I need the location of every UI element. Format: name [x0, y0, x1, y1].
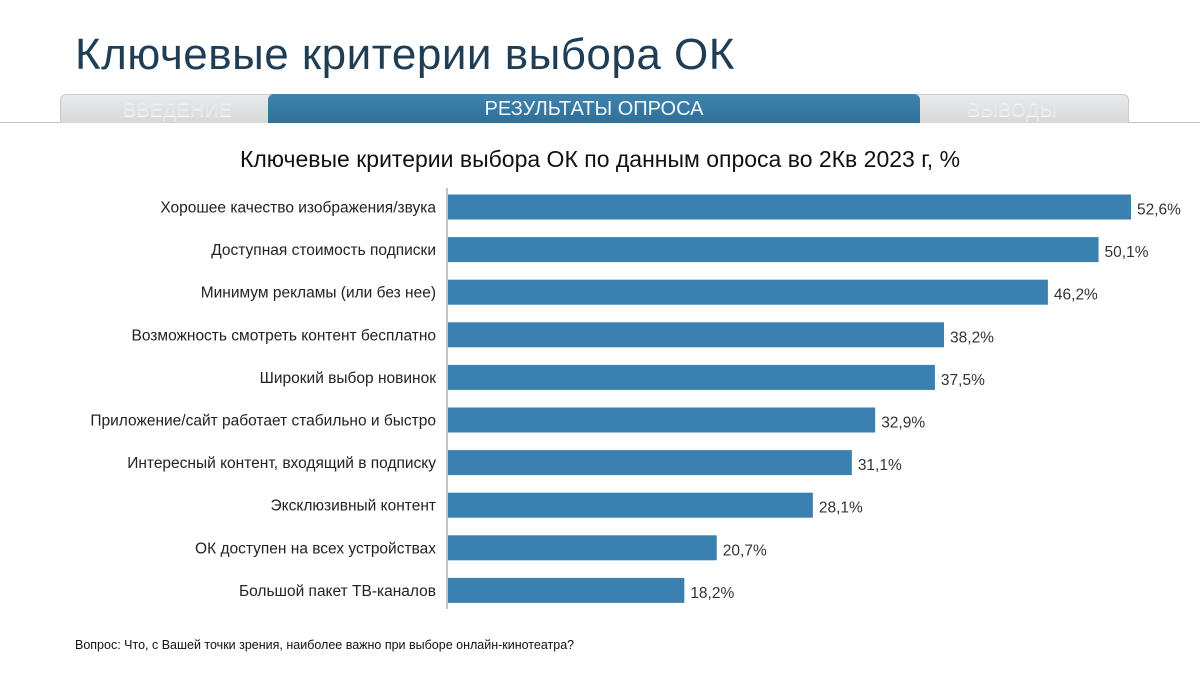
category-label: Хорошее качество изображения/звука [160, 200, 436, 217]
bar [448, 237, 1099, 263]
category-label: Возможность смотреть контент бесплатно [132, 327, 436, 344]
page-title: Ключевые критерии выбора ОК [75, 30, 735, 79]
value-label: 18,2% [690, 585, 734, 602]
category-label: Интересный контент, входящий в подписку [127, 455, 436, 472]
bar [448, 322, 945, 348]
value-label: 37,5% [941, 372, 985, 389]
value-label: 32,9% [881, 415, 925, 432]
value-label: 50,1% [1105, 244, 1149, 261]
category-label: Большой пакет ТВ-каналов [239, 583, 436, 600]
survey-question-footnote: Вопрос: Что, с Вашей точки зрения, наибо… [75, 638, 575, 652]
category-label: Широкий выбор новинок [260, 370, 437, 387]
tab-results[interactable]: РЕЗУЛЬТАТЫ ОПРОСА [268, 94, 920, 123]
value-label: 31,1% [858, 457, 902, 474]
value-label: 20,7% [723, 542, 767, 559]
category-label: Эксклюзивный контент [271, 498, 436, 515]
tab-intro[interactable]: ВВЕДЕНИЕ [60, 94, 295, 123]
bar [448, 535, 717, 561]
category-label: Доступная стоимость подписки [211, 242, 436, 259]
value-label: 46,2% [1054, 287, 1098, 304]
bar [448, 450, 852, 476]
bar [448, 194, 1131, 220]
bar [448, 492, 813, 518]
tab-conclusions[interactable]: ВЫВОДЫ [895, 94, 1129, 123]
bar [448, 364, 935, 390]
category-label: Приложение/сайт работает стабильно и быс… [90, 413, 436, 430]
bar [448, 577, 685, 603]
category-label: Минимум рекламы (или без нее) [201, 285, 436, 302]
bar [448, 279, 1048, 305]
value-label: 28,1% [819, 500, 863, 517]
value-label: 52,6% [1137, 202, 1181, 219]
category-label: ОК доступен на всех устройствах [195, 540, 436, 557]
value-label: 38,2% [950, 329, 994, 346]
chart-title: Ключевые критерии выбора ОК по данным оп… [239, 146, 961, 172]
bar [448, 407, 876, 433]
